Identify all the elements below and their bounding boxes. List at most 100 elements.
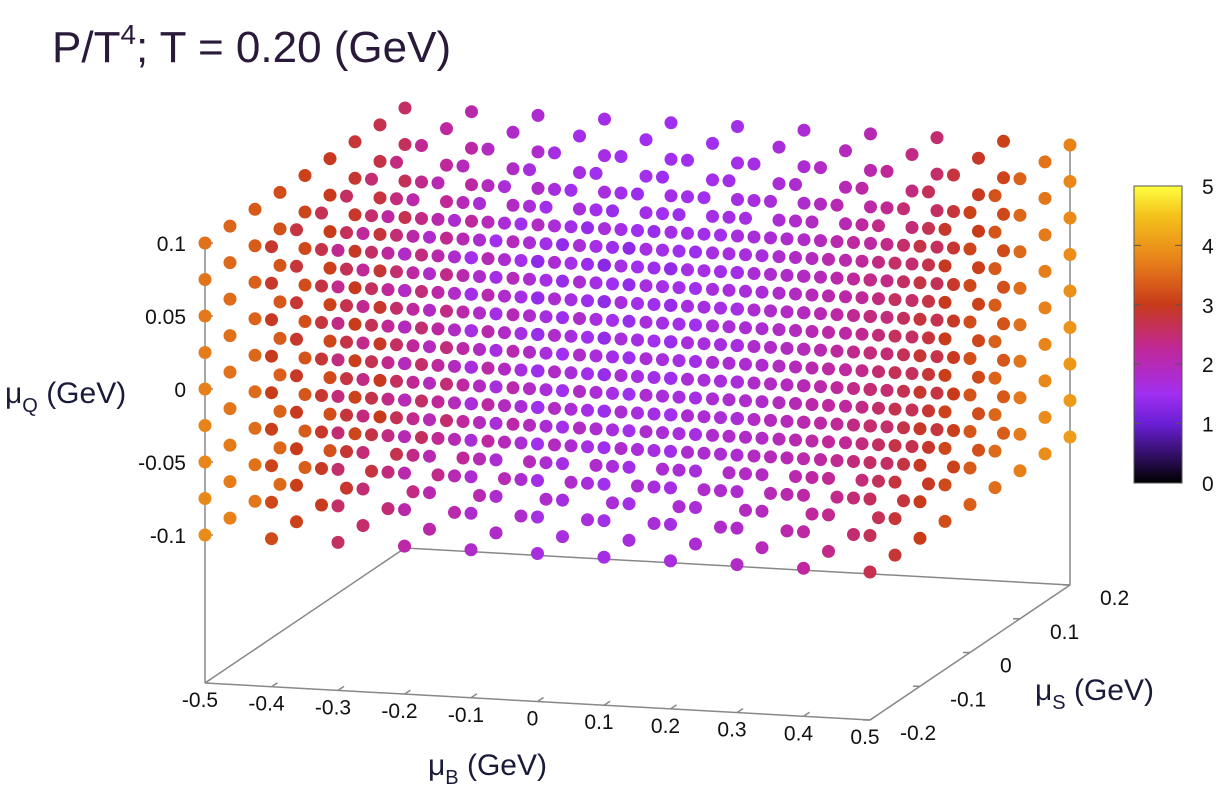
data-point (639, 242, 653, 256)
data-point (573, 275, 586, 289)
data-point (681, 153, 694, 167)
data-point (814, 343, 827, 357)
data-point (506, 381, 520, 395)
data-point (664, 481, 677, 495)
data-point (440, 158, 453, 172)
data-point (764, 377, 777, 391)
data-point (780, 305, 794, 319)
data-point (938, 368, 952, 382)
data-point (789, 397, 802, 410)
data-point (415, 431, 428, 444)
data-point (656, 462, 669, 476)
data-point (888, 439, 902, 453)
data-point (489, 343, 503, 357)
data-point (755, 285, 769, 299)
data-point (365, 464, 378, 478)
x-tick-mark (204, 678, 212, 684)
data-point (498, 362, 511, 376)
data-point (514, 217, 528, 231)
data-point (656, 207, 669, 221)
data-point (597, 295, 611, 309)
data-point (398, 503, 411, 517)
data-point (506, 271, 520, 285)
data-point (631, 443, 644, 456)
data-point (830, 381, 844, 395)
data-point (523, 163, 536, 177)
data-point (315, 279, 328, 293)
data-point (681, 409, 694, 423)
data-point (573, 239, 586, 252)
x-tick-mark (470, 693, 478, 699)
data-point (905, 367, 919, 380)
data-point (348, 135, 362, 149)
data-point (315, 316, 328, 329)
data-point (356, 300, 370, 313)
data-point (298, 351, 312, 365)
data-point (589, 312, 603, 326)
data-point (448, 213, 461, 227)
data-point (847, 491, 860, 505)
data-point (872, 219, 885, 233)
data-point (697, 337, 711, 351)
data-point (922, 185, 935, 199)
data-point (348, 427, 362, 441)
data-point (548, 401, 561, 415)
data-point (913, 495, 927, 509)
data-point (997, 207, 1010, 221)
data-point (739, 467, 752, 481)
z-tick-label: -0.05 (138, 452, 186, 475)
data-point (464, 324, 478, 338)
data-point (697, 300, 711, 314)
data-point (573, 202, 586, 216)
data-point (381, 429, 395, 443)
data-point (323, 444, 337, 458)
data-point (539, 237, 553, 251)
data-point (631, 333, 644, 347)
data-point (514, 473, 528, 486)
data-point (539, 346, 553, 360)
data-point (905, 294, 919, 307)
data-point (365, 318, 378, 332)
data-point (631, 406, 644, 420)
data-point (448, 323, 461, 337)
data-point (664, 116, 678, 130)
data-point (531, 181, 545, 195)
data-point (805, 215, 819, 229)
data-point (556, 384, 569, 398)
data-point (606, 350, 619, 364)
data-point (523, 236, 536, 250)
data-point (930, 167, 944, 181)
data-point (1063, 394, 1077, 407)
data-point (631, 297, 644, 310)
data-point (290, 478, 303, 492)
data-point (298, 388, 312, 401)
data-point (606, 459, 619, 473)
data-point (872, 438, 885, 452)
x-tick-label: 0.4 (784, 722, 814, 745)
data-point (672, 317, 686, 331)
x-tick-mark (603, 700, 611, 706)
data-point (348, 390, 362, 404)
data-point (755, 541, 769, 555)
data-point (847, 455, 860, 468)
data-point (315, 206, 328, 220)
data-point (797, 233, 811, 247)
data-point (839, 326, 852, 340)
data-point (1063, 284, 1077, 298)
data-point (830, 490, 844, 504)
data-point (681, 190, 694, 204)
data-point (514, 290, 528, 304)
data-point (506, 162, 520, 176)
data-point (331, 280, 345, 294)
data-point (922, 477, 935, 491)
title-superscript: 4 (120, 19, 136, 50)
data-point (880, 237, 894, 251)
data-point (390, 155, 403, 169)
data-point (963, 461, 977, 475)
data-point (248, 494, 262, 508)
data-point (730, 412, 744, 426)
data-point (514, 254, 528, 267)
data-point (681, 336, 694, 350)
data-point (797, 452, 810, 466)
data-point (830, 198, 844, 212)
